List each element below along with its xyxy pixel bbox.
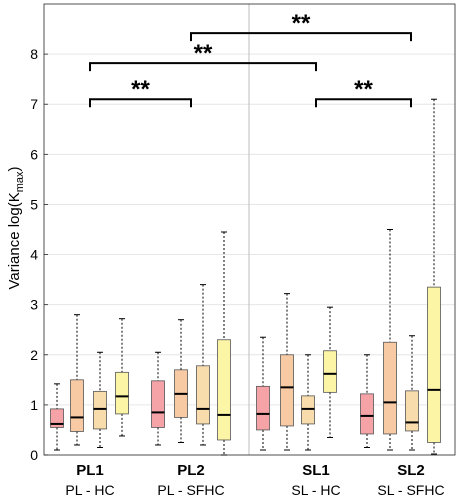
y-tick-label: 3 [30, 297, 38, 313]
box [93, 351, 107, 448]
box-body [280, 354, 294, 427]
box [301, 354, 315, 451]
y-tick-label: 1 [30, 397, 38, 413]
group-label: PL2 [177, 462, 205, 479]
box [174, 319, 188, 443]
box [196, 284, 210, 446]
y-tick-label: 6 [30, 146, 38, 162]
box-body [151, 380, 165, 428]
box [280, 293, 294, 451]
group-sublabel: SL - HC [291, 482, 340, 498]
x-axis-labels: PL1 PL - HC PL2 PL - SFHC SL1 SL - HC SL2 SL - … [65, 462, 444, 498]
box-body [360, 393, 374, 435]
y-axis-label-subscript: max [14, 171, 26, 192]
significance-label: ** [292, 10, 311, 37]
bracket-line [190, 32, 412, 42]
box [70, 314, 84, 446]
significance-label: ** [194, 40, 213, 67]
box [256, 336, 270, 451]
box-body [323, 350, 337, 393]
group-label: PL1 [76, 462, 104, 479]
y-tick-label: 4 [30, 247, 38, 263]
box-body [217, 339, 231, 441]
y-tick-label: 8 [30, 46, 38, 62]
box-body [50, 408, 64, 428]
significance-brackets: ** ** ** ** [89, 10, 412, 108]
y-tick-label: 5 [30, 196, 38, 212]
y-axis-label-close: ) [6, 166, 23, 171]
box-body [383, 341, 397, 435]
box-body [196, 365, 210, 425]
y-tick-label: 0 [30, 447, 38, 463]
box [360, 354, 374, 448]
box-body [70, 379, 84, 432]
group-sublabel: PL - HC [65, 482, 114, 498]
group-sublabel: SL - SFHC [377, 482, 444, 498]
box [383, 229, 397, 451]
significance-bracket: ** [89, 40, 317, 72]
box [115, 318, 129, 437]
y-axis-ticks: 0 1 2 3 4 5 6 7 8 [30, 46, 48, 463]
box [405, 335, 419, 451]
plot-frame [43, 3, 456, 456]
bracket-line [315, 98, 412, 108]
group-label: SL1 [302, 462, 330, 479]
box [50, 383, 64, 451]
group-label: SL2 [397, 462, 425, 479]
box [427, 98, 441, 455]
y-axis-label-main: Variance log(K [6, 192, 23, 289]
y-tick-label: 7 [30, 96, 38, 112]
group-sublabel: PL - SFHC [157, 482, 224, 498]
box-body [115, 371, 129, 415]
y-axis-label: Variance log(Kmax) [6, 166, 26, 289]
box [151, 351, 165, 446]
box-body [256, 385, 270, 431]
box-body [301, 395, 315, 425]
box-body [93, 390, 107, 430]
significance-bracket: ** [89, 76, 192, 108]
significance-label: ** [131, 76, 150, 103]
box-series [50, 98, 441, 456]
box-body [405, 390, 419, 432]
box-body [427, 286, 441, 443]
bracket-line [89, 62, 317, 72]
box [217, 231, 231, 456]
significance-bracket: ** [190, 10, 412, 42]
box [323, 306, 337, 438]
significance-label: ** [354, 76, 373, 103]
significance-bracket: ** [315, 76, 412, 108]
bracket-line [89, 98, 192, 108]
y-tick-label: 2 [30, 347, 38, 363]
